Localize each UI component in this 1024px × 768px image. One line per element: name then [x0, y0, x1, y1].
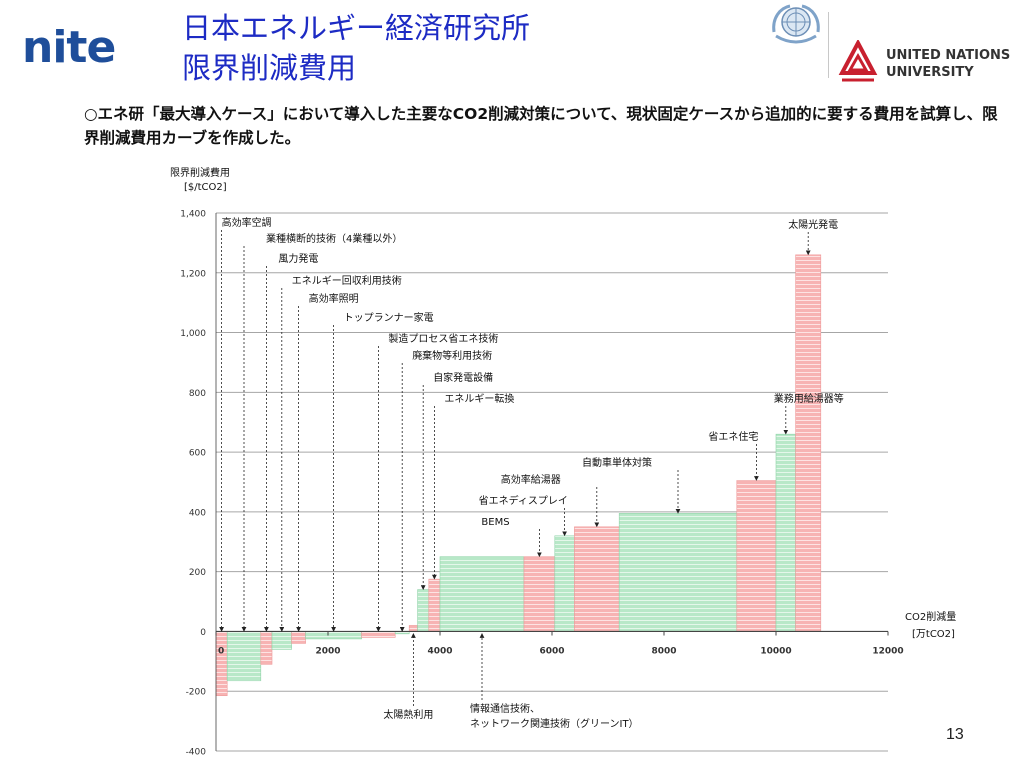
x-axis-unit: [万tCO2] [912, 629, 955, 640]
bar-label-3: エネルギー回収利用技術 [292, 274, 402, 287]
x-tick-label: 12000 [872, 646, 903, 656]
bar-15 [618, 513, 738, 632]
bar-label-13: 省エネディスプレイ [479, 494, 568, 507]
bar-3 [271, 631, 292, 650]
bar-label-14: 高効率給湯器 [501, 473, 561, 486]
unu-logo-icon [838, 40, 878, 82]
y-axis-title: 限界削減費用 [170, 166, 230, 179]
bar-label-15: 自動車単体対策 [582, 456, 652, 469]
bar-label-0: 高効率空調 [222, 216, 272, 229]
bar-9 [417, 589, 430, 632]
bar-4 [291, 631, 306, 644]
un-emblem-icon [772, 4, 820, 44]
x-tick-label: 0 [218, 646, 224, 656]
y-axis-unit: [$/tCO2] [184, 182, 227, 193]
bar-6 [361, 631, 396, 638]
y-tick-label: 0 [200, 628, 206, 638]
nite-logo: nite [22, 22, 116, 73]
y-tick-label: 1,000 [180, 329, 206, 339]
y-tick-label: 600 [189, 449, 206, 459]
y-tick-label: 1,200 [180, 269, 206, 279]
unu-line-1: UNITED NATIONS [886, 48, 1011, 63]
y-tick-label: 800 [189, 389, 206, 399]
description-text: ○エネ研「最大導入ケース」において導入した主要なCO2削減対策について、現状固定… [84, 105, 998, 147]
bar-label-10: エネルギー転換 [444, 393, 514, 405]
title-line-2: 限界削減費用 [182, 51, 357, 85]
bar-label-1: 業種横断的技術（4業種以外） [266, 232, 402, 245]
bar-label-7: 廃棄物等利用技術 [412, 349, 492, 362]
y-tick-label: -400 [186, 748, 207, 758]
bar-10 [428, 578, 441, 632]
bar-label-11-line-1: ネットワーク関連技術（グリーンIT） [470, 717, 639, 730]
bar-16 [736, 480, 777, 632]
page-title: 日本エネルギー経済研究所 限界削減費用 [182, 8, 530, 88]
bar-17 [775, 433, 796, 632]
bar-label-11-line-0: 情報通信技術、 [470, 702, 540, 715]
y-tick-label: 400 [189, 508, 206, 518]
x-tick-label: 6000 [539, 646, 564, 656]
bar-label-8-line-0: 太陽熱利用 [383, 708, 433, 721]
bar-13 [554, 535, 575, 632]
bar-label-2: 風力発電 [278, 252, 318, 265]
bar-8 [408, 625, 418, 632]
bar-1 [226, 631, 262, 682]
bar-0 [215, 631, 228, 697]
bar-label-9: 自家発電設備 [433, 371, 493, 384]
unu-line-2: UNIVERSITY [886, 65, 974, 80]
title-line-1: 日本エネルギー経済研究所 [182, 11, 531, 45]
bar-label-6: 製造プロセス省エネ技術 [388, 332, 498, 345]
y-tick-label: -200 [186, 688, 207, 698]
x-tick-label: 2000 [315, 646, 340, 656]
bar-12 [523, 556, 556, 632]
bar-2 [260, 631, 273, 665]
logo-divider [828, 12, 829, 78]
bar-14 [574, 526, 620, 632]
bar-label-4: 高効率照明 [309, 292, 359, 305]
axis-titles: 限界削減費用 [$/tCO2] CO2削減量 [万tCO2] [170, 166, 956, 640]
bar-label-17: 業務用給湯器等 [774, 392, 844, 405]
y-tick-label: 200 [189, 568, 206, 578]
bar-label-5: トップランナー家電 [344, 311, 434, 324]
unu-logo-text: UNITED NATIONS UNIVERSITY [886, 47, 1010, 81]
bar-11 [439, 556, 525, 632]
page-number: 13 [946, 726, 964, 743]
y-tick-label: 1,400 [180, 210, 206, 220]
bar-18 [795, 254, 822, 632]
bars [215, 254, 822, 697]
axes: -400 -200 0 200 400 600 800 1,000 1,200 1,400 0 200… [180, 210, 903, 758]
bar-label-12: BEMS [481, 517, 509, 528]
x-tick-label: 4000 [427, 646, 452, 656]
bar-label-18: 太陽光発電 [788, 218, 838, 231]
x-axis-title: CO2削減量 [905, 610, 956, 623]
x-tick-label: 10000 [760, 646, 791, 656]
bar-label-16: 省エネ住宅 [708, 430, 758, 443]
bar-5 [305, 631, 362, 640]
x-tick-label: 8000 [651, 646, 676, 656]
